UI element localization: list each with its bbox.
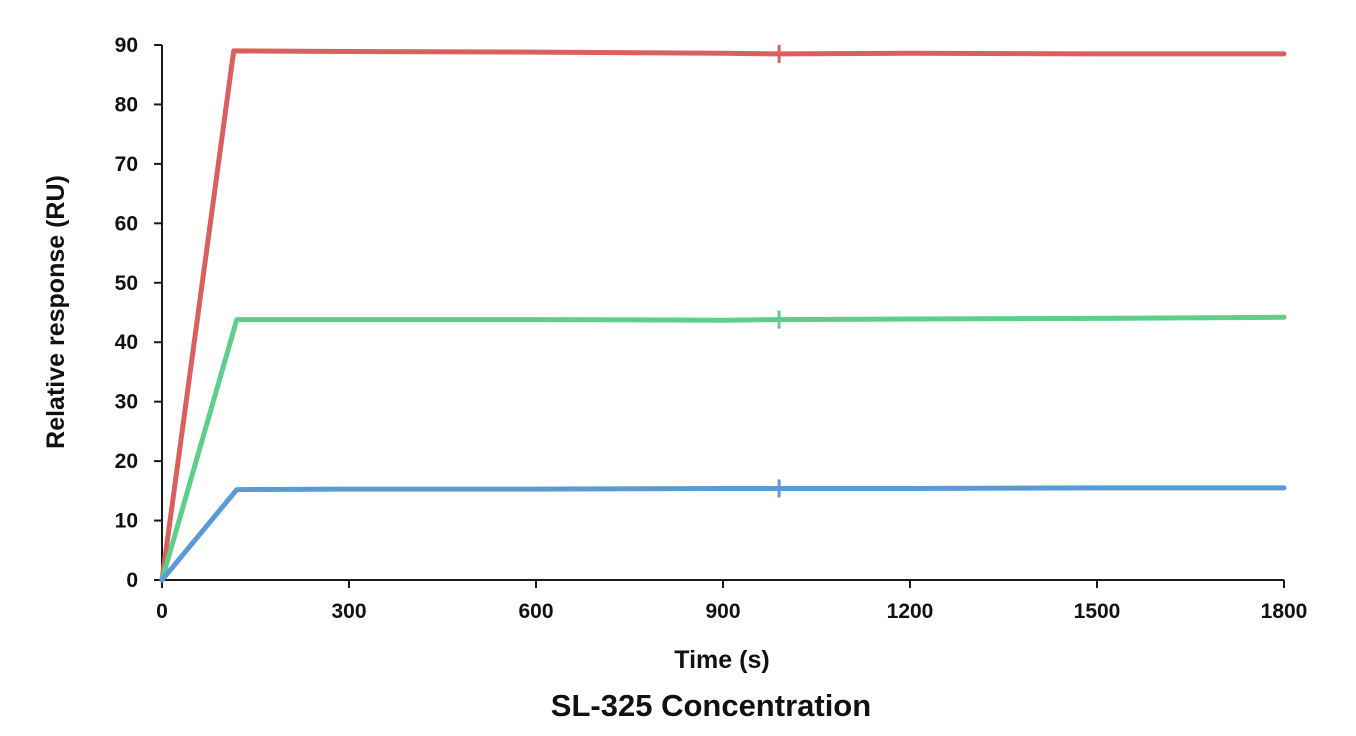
x-tick-label: 1800 [1261, 600, 1308, 623]
x-tick-label: 900 [705, 600, 740, 623]
y-tick-label: 0 [126, 569, 138, 592]
x-tick-label: 300 [331, 600, 366, 623]
series-line-1 [159, 48, 1287, 583]
y-tick-label: 60 [115, 212, 138, 235]
series-group [159, 44, 1287, 583]
y-tick-label: 50 [115, 272, 138, 295]
y-axis-title: Relative response (RU) [42, 175, 70, 449]
x-tick-label: 600 [518, 600, 553, 623]
series-line-2 [159, 314, 1287, 583]
y-tick-label: 10 [115, 510, 138, 533]
y-tick-label: 20 [115, 450, 138, 473]
labels: Time (s) Relative response (RU) SL-325 C… [42, 175, 871, 723]
y-tick-label: 70 [115, 153, 138, 176]
x-tick-label: 0 [156, 600, 168, 623]
y-tick-label: 80 [115, 93, 138, 116]
x-tick-label: 1200 [887, 600, 934, 623]
y-tick-label: 90 [115, 34, 138, 57]
x-tick-label: 1500 [1074, 600, 1121, 623]
chart-caption: SL-325 Concentration [551, 688, 871, 723]
series-line-3 [159, 485, 1287, 583]
x-axis-title: Time (s) [674, 646, 769, 674]
y-tick-label: 40 [115, 331, 138, 354]
y-tick-label: 30 [115, 391, 138, 414]
